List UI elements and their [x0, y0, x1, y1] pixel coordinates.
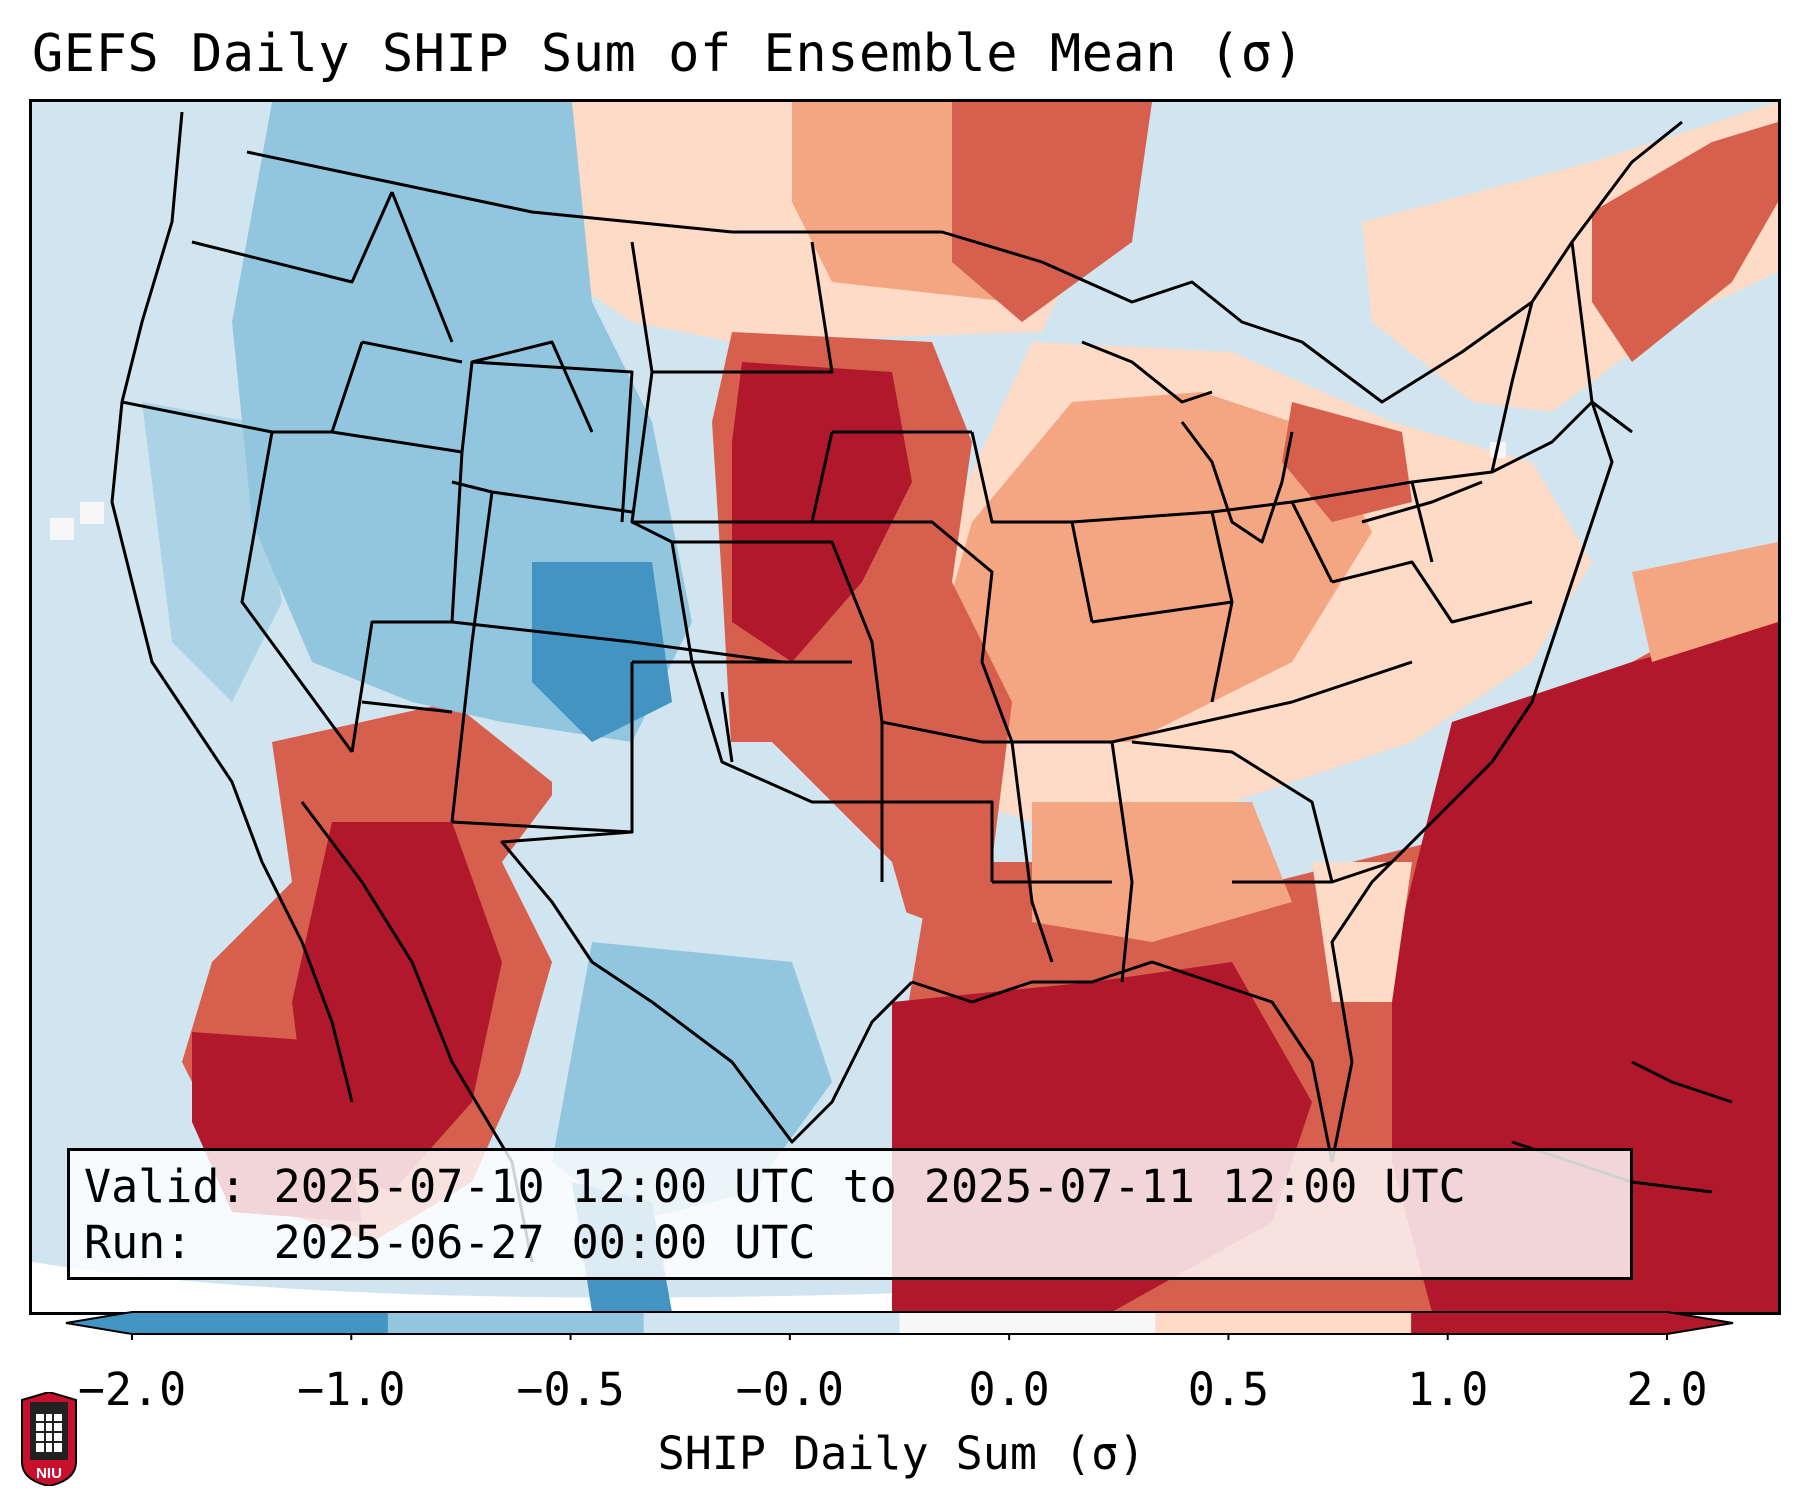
niu-logo-icon: NIU — [21, 1392, 77, 1486]
run-time-text: Run: 2025-06-27 00:00 UTC — [84, 1216, 816, 1269]
colorbar-label: SHIP Daily Sum (σ) — [657, 1427, 1146, 1480]
colorbar-segment — [643, 1312, 900, 1334]
anomaly-field — [32, 102, 1778, 1312]
colorbar-segment — [1155, 1312, 1412, 1334]
valid-time-text: Valid: 2025-07-10 12:00 UTC to 2025-07-1… — [84, 1160, 1466, 1213]
colorbar-tick-label: 0.0 — [968, 1363, 1050, 1416]
state-boundaries — [110, 111, 1733, 1263]
colorbar-ticks — [131, 1334, 1668, 1340]
colorbar-tick-label: 2.0 — [1626, 1363, 1708, 1416]
chart-title: GEFS Daily SHIP Sum of Ensemble Mean (σ) — [32, 24, 1305, 84]
colorbar-segment — [899, 1312, 1156, 1334]
colorbar-segments — [65, 1311, 1734, 1335]
map-canvas — [32, 102, 1778, 1312]
colorbar-tick-label: −0.0 — [735, 1363, 845, 1416]
colorbar-segment — [387, 1312, 645, 1334]
logo-text: NIU — [36, 1465, 62, 1482]
colorbar-tick-label: −0.5 — [516, 1363, 625, 1416]
validity-info-box: Valid: 2025-07-10 12:00 UTC to 2025-07-1… — [67, 1148, 1633, 1280]
colorbar — [65, 1311, 1734, 1340]
colorbar-tick-label: −1.0 — [297, 1363, 406, 1416]
colorbar-segment — [1411, 1312, 1667, 1334]
colorbar-tick-label: 1.0 — [1407, 1363, 1489, 1416]
colorbar-extend-high — [1667, 1312, 1733, 1334]
colorbar-tick-label: −2.0 — [77, 1363, 187, 1416]
colorbar-extend-low — [66, 1312, 132, 1334]
colorbar-segment — [132, 1312, 389, 1334]
map-panel — [29, 99, 1781, 1315]
colorbar-tick-label: 0.5 — [1187, 1363, 1270, 1416]
